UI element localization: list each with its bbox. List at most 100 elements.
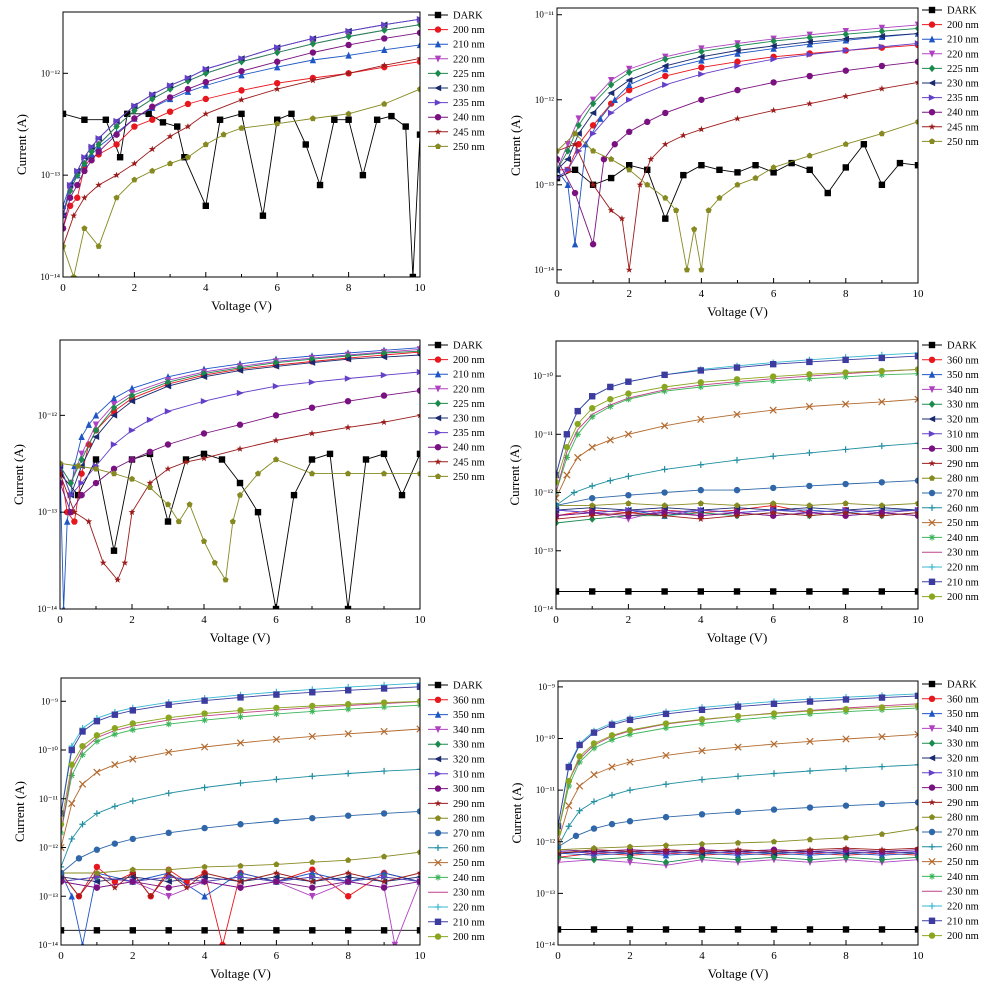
data-point-b-1-3 bbox=[589, 122, 597, 129]
data-point-f-10-1 bbox=[572, 832, 580, 840]
data-point-d-9-9 bbox=[878, 502, 885, 508]
data-point-a-6-13 bbox=[274, 44, 281, 51]
data-point-e-9-7 bbox=[309, 859, 316, 865]
data-point-a-7-1 bbox=[66, 194, 74, 201]
data-point-f-9-5 bbox=[735, 839, 741, 846]
data-point-b-7-14 bbox=[914, 58, 918, 65]
data-point-b-7-8 bbox=[698, 96, 705, 103]
legend-marker-f-0 bbox=[928, 680, 936, 688]
data-point-d-17-6 bbox=[661, 383, 668, 391]
data-point-f-11-9 bbox=[770, 770, 778, 777]
data-point-c-9-4 bbox=[129, 475, 135, 482]
data-point-a-0-1 bbox=[81, 116, 88, 123]
data-point-d-8-6 bbox=[769, 509, 777, 516]
data-point-b-8-6 bbox=[636, 181, 644, 188]
y-tick-label: 10⁻¹² bbox=[38, 410, 57, 420]
data-point-d-0-9 bbox=[878, 588, 885, 595]
data-point-d-10-3 bbox=[661, 489, 668, 496]
data-point-d-13-4 bbox=[607, 403, 614, 410]
y-axis-label: Current (A) bbox=[14, 114, 29, 175]
series-line-a-5 bbox=[63, 18, 420, 216]
legend-marker-d-10 bbox=[928, 489, 936, 497]
data-point-a-8-7 bbox=[166, 132, 174, 140]
data-point-e-13-12 bbox=[380, 703, 388, 711]
data-point-a-4-16 bbox=[381, 26, 388, 34]
legend-marker-c-9 bbox=[435, 473, 441, 479]
data-point-d-17-12 bbox=[878, 367, 885, 375]
legend-marker-a-6 bbox=[434, 99, 442, 106]
data-point-f-10-12 bbox=[914, 799, 918, 806]
legend-marker-c-4 bbox=[434, 399, 442, 408]
legend-marker-d-13 bbox=[928, 534, 936, 541]
data-point-a-4-15 bbox=[345, 32, 352, 41]
legend-label: 290 nm bbox=[947, 459, 979, 470]
data-point-b-0-6 bbox=[662, 215, 669, 222]
data-point-b-8-1 bbox=[571, 140, 579, 148]
data-point-e-11-8 bbox=[237, 779, 244, 787]
data-point-f-12-7 bbox=[698, 747, 706, 755]
data-point-b-8-10 bbox=[698, 125, 705, 133]
data-point-e-9-8 bbox=[345, 857, 352, 863]
legend-marker-d-0 bbox=[928, 341, 936, 349]
data-point-c-5-8 bbox=[236, 367, 244, 374]
legend-label: DARK bbox=[947, 341, 977, 352]
data-point-d-12-11 bbox=[841, 400, 850, 408]
data-point-e-9-2 bbox=[129, 866, 136, 873]
data-point-c-4-6 bbox=[164, 378, 172, 386]
data-point-f-9-7 bbox=[807, 836, 813, 843]
data-point-f-0-5 bbox=[734, 926, 742, 933]
data-point-d-17-2 bbox=[574, 420, 581, 428]
data-point-e-10-5 bbox=[165, 829, 172, 837]
data-point-d-10-7 bbox=[806, 482, 813, 490]
data-point-c-3-3 bbox=[92, 421, 100, 429]
data-point-e-12-10 bbox=[308, 732, 316, 741]
legend-marker-a-4 bbox=[434, 69, 442, 78]
data-point-f-17-1 bbox=[565, 777, 572, 785]
plot-area bbox=[556, 349, 918, 595]
data-point-d-17-11 bbox=[842, 369, 849, 376]
data-point-e-5-3 bbox=[165, 878, 172, 885]
data-point-f-16-8 bbox=[734, 703, 742, 710]
data-point-d-11-2 bbox=[589, 482, 596, 490]
data-point-e-16-9 bbox=[273, 691, 280, 698]
data-point-d-11-11 bbox=[878, 442, 885, 450]
data-point-d-10-2 bbox=[625, 491, 632, 499]
data-point-f-13-8 bbox=[734, 716, 742, 724]
data-point-e-11-2 bbox=[79, 821, 86, 828]
data-point-b-1-2 bbox=[575, 141, 582, 148]
data-point-c-2-7 bbox=[110, 394, 118, 402]
data-point-e-16-2 bbox=[79, 728, 86, 735]
data-point-a-0-20 bbox=[373, 116, 381, 123]
data-point-e-7-4 bbox=[201, 878, 208, 885]
y-tick-label: 10⁻¹⁴ bbox=[535, 940, 555, 950]
data-point-a-0-9 bbox=[202, 202, 209, 210]
data-point-e-0-8 bbox=[345, 927, 352, 934]
data-point-c-9-13 bbox=[237, 491, 243, 498]
series-line-c-5 bbox=[60, 354, 420, 497]
y-tick-label: 10⁻¹¹ bbox=[535, 10, 554, 20]
data-point-d-0-3 bbox=[661, 588, 668, 595]
data-point-d-9-6 bbox=[770, 500, 777, 506]
legend-marker-d-8 bbox=[928, 459, 936, 467]
data-point-b-6-10 bbox=[806, 51, 814, 58]
data-point-d-12-7 bbox=[697, 415, 705, 424]
legend-label: 225 nm bbox=[947, 64, 979, 75]
data-point-b-2-10 bbox=[770, 44, 777, 52]
data-point-e-12-8 bbox=[236, 739, 245, 747]
y-tick-label: 10⁻¹² bbox=[39, 843, 58, 853]
series-line-e-15 bbox=[61, 682, 420, 814]
data-point-e-9-5 bbox=[237, 862, 244, 869]
data-point-c-0-10 bbox=[236, 479, 244, 487]
data-point-b-4-13 bbox=[914, 24, 918, 33]
legend: DARK 200 nm 210 nm 220 nm 225 nm 230 nm 235 nm… bbox=[428, 341, 485, 483]
data-point-e-13-2 bbox=[79, 751, 86, 758]
data-point-b-0-7 bbox=[680, 171, 687, 179]
legend-marker-d-6 bbox=[928, 430, 936, 437]
data-point-a-0-5 bbox=[145, 110, 152, 118]
data-point-c-6-9 bbox=[236, 389, 244, 397]
data-point-c-2-5 bbox=[85, 421, 92, 428]
series-line-e-11 bbox=[61, 768, 420, 868]
legend-label: 225 nm bbox=[453, 69, 485, 80]
data-point-b-9-14 bbox=[752, 174, 759, 181]
data-point-a-6-15 bbox=[345, 27, 353, 35]
